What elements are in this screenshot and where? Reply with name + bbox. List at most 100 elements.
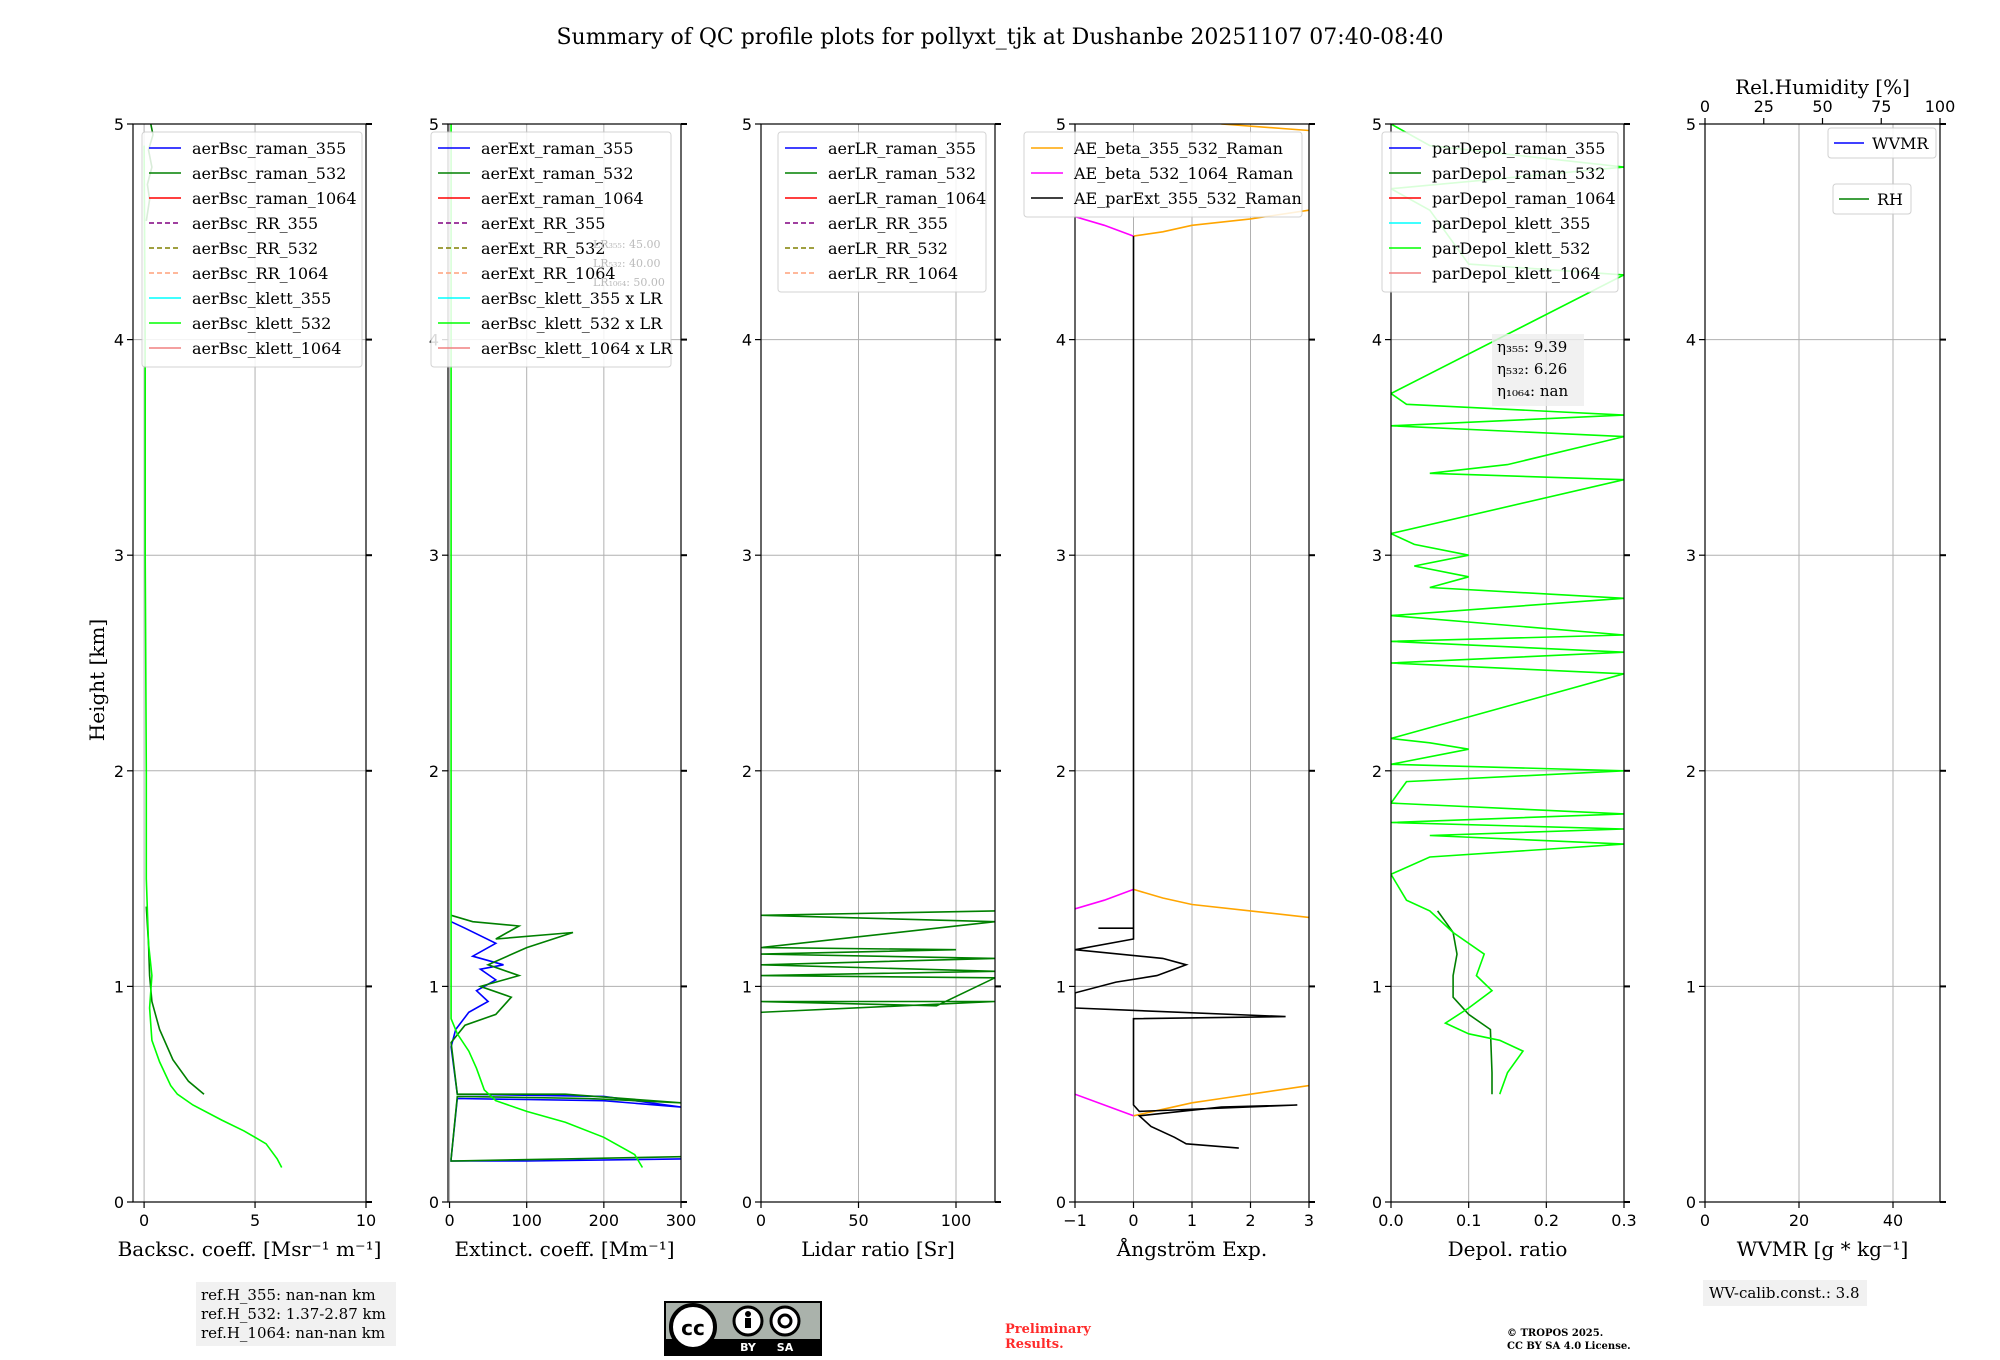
legend-label-bsc-1: aerBsc_raman_532 (192, 164, 346, 183)
legend-box-wv-0 (1827, 127, 1937, 159)
legend-dep: parDepol_raman_355 parDepol_raman_532 parD… (1381, 131, 1619, 293)
legend-label-lr-2: aerLR_raman_1064 (828, 189, 986, 208)
ref-note-532: ref.H_532: 1.37-2.87 km (201, 1305, 386, 1323)
legend-label-ext-3: aerExt_RR_355 (481, 214, 605, 233)
y-tick-label-lr-0: 0 (742, 1193, 752, 1212)
x-tick-label-ae-3: 2 (1245, 1211, 1255, 1230)
legend-ae: AE_beta_355_532_Raman AE_beta_532_1064_Ra… (1023, 131, 1303, 218)
axes-frame-lr (760, 123, 996, 1203)
y-tick-label-ext-2: 2 (429, 762, 439, 781)
legend-bsc: aerBsc_raman_355 aerBsc_raman_532 aerBsc_r… (141, 131, 363, 368)
legend-label-lr-1: aerLR_raman_532 (828, 164, 976, 183)
y-tick-label-ae-1: 1 (1056, 977, 1066, 996)
legend-label-bsc-0: aerBsc_raman_355 (192, 139, 346, 158)
legend-label-ext-6: aerBsc_klett_355 x LR (481, 289, 663, 308)
panel-ext: 0123450100200300Extinct. coeff. [Mm⁻¹]ae… (429, 115, 696, 1261)
legend-label-lr-0: aerLR_raman_355 (828, 139, 976, 158)
x-tick-label-wv-1: 20 (1789, 1211, 1809, 1230)
x-tick-label-lr-0: 0 (756, 1211, 766, 1230)
legend-label-lr-5: aerLR_RR_1064 (828, 264, 958, 283)
x-tick-label-bsc-2: 10 (356, 1211, 376, 1230)
y-tick-label-ae-5: 5 (1056, 115, 1066, 134)
x-axis-label-wv: WVMR [g * kg⁻¹] (1737, 1237, 1909, 1261)
copyright-line-2: CC BY SA 4.0 License. (1507, 1341, 1631, 1352)
x-axis-label-ae: Ångström Exp. (1116, 1236, 1267, 1261)
axes-frame-bsc (132, 123, 367, 1203)
legend-label-bsc-7: aerBsc_klett_532 (192, 314, 331, 333)
x-axis-label-lr: Lidar ratio [Sr] (801, 1237, 955, 1261)
top-tick-label-0: 0 (1700, 97, 1710, 116)
sa-share-icon (769, 1305, 801, 1337)
preliminary-label-2: Results. (1005, 1337, 1064, 1352)
y-tick-label-wv-0: 0 (1686, 1193, 1696, 1212)
y-tick-label-ext-5: 5 (429, 115, 439, 134)
legend-label-wv-0: WVMR (1872, 134, 1929, 153)
y-tick-label-ext-3: 3 (429, 546, 439, 565)
legend-label-ae-0: AE_beta_355_532_Raman (1073, 139, 1283, 158)
legend-box-wv-1 (1832, 183, 1912, 215)
y-tick-label-ae-4: 4 (1056, 331, 1066, 350)
by-person-head (745, 1311, 751, 1317)
y-tick-label-dep-2: 2 (1372, 762, 1382, 781)
ref-height-notes: ref.H_355: nan-nan km ref.H_532: 1.37-2.… (196, 1282, 396, 1346)
panel-dep: 0 1 2 3 4 5 0.0 0.1 0.2 0.3 Depol. ratio parDepol_r… (1372, 115, 1637, 1261)
y-tick-label-lr-1: 1 (742, 977, 752, 996)
y-tick-label-dep-1: 1 (1372, 977, 1382, 996)
y-tick-label-lr-2: 2 (742, 762, 752, 781)
x-tick-label-ae-4: 3 (1304, 1211, 1314, 1230)
y-tick-label-wv-1: 1 (1686, 977, 1696, 996)
sa-share-arrow (777, 1313, 793, 1329)
legend-label-lr-4: aerLR_RR_532 (828, 239, 948, 258)
y-tick-label-bsc-2: 2 (114, 762, 124, 781)
x-axis-label-dep: Depol. ratio (1448, 1237, 1568, 1261)
legend-ext: aerExt_raman_355 aerExt_raman_532 aerExt_r… (430, 131, 673, 368)
y-tick-label-bsc-1: 1 (114, 977, 124, 996)
legend-box-ext (430, 131, 672, 368)
y-axis-label: Height [km] (85, 619, 109, 741)
x-tick-label-dep-2: 0.2 (1534, 1211, 1559, 1230)
wv-calib-text: WV-calib.const.: 3.8 (1709, 1284, 1860, 1302)
y-tick-label-bsc-3: 3 (114, 546, 124, 565)
series-ae-6 (1075, 215, 1134, 237)
series-ae-4 (1075, 1093, 1134, 1117)
y-tick-label-bsc-0: 0 (114, 1193, 124, 1212)
series-ae-5 (1075, 888, 1134, 910)
legend-wv-1: RH (1832, 183, 1912, 215)
y-tick-label-wv-4: 4 (1686, 331, 1696, 350)
y-tick-label-ae-2: 2 (1056, 762, 1066, 781)
y-tick-label-dep-5: 5 (1372, 115, 1382, 134)
x-axis-label-bsc: Backsc. coeff. [Msr⁻¹ m⁻¹] (118, 1237, 382, 1261)
series-bsc-0 (145, 906, 205, 1095)
lr-note-0: LR₃₅₅: 45.00 (593, 238, 661, 251)
x-tick-label-lr-2: 100 (941, 1211, 972, 1230)
wv-calib-note: WV-calib.const.: 3.8 (1703, 1280, 1867, 1306)
x-tick-label-dep-3: 0.3 (1611, 1211, 1636, 1230)
by-person-body (745, 1318, 751, 1328)
legend-box-lr (777, 131, 987, 293)
legend-label-bsc-5: aerBsc_RR_1064 (192, 264, 328, 283)
wv-calib-box (1703, 1280, 1867, 1306)
eta-note-0: η₃₅₅: 9.39 (1497, 338, 1567, 356)
copyright-line-1: © TROPOS 2025. (1507, 1328, 1603, 1339)
legend-box-ae (1023, 131, 1303, 218)
legend-box-bsc (141, 131, 363, 368)
y-tick-label-wv-3: 3 (1686, 546, 1696, 565)
legend-label-dep-3: parDepol_klett_355 (1432, 214, 1590, 233)
legend-lr: aerLR_raman_355 aerLR_raman_532 aerLR_rama… (777, 131, 987, 293)
legend-wv-0: WVMR (1827, 127, 1937, 159)
series-dep-1 (1391, 124, 1624, 1095)
x-tick-label-wv-0: 0 (1700, 1211, 1710, 1230)
legend-label-ext-5: aerExt_RR_1064 (481, 264, 616, 283)
legend-label-ext-4: aerExt_RR_532 (481, 239, 605, 258)
ref-note-1064: ref.H_1064: nan-nan km (201, 1324, 385, 1342)
top-axis-label: Rel.Humidity [%] (1735, 75, 1910, 99)
legend-label-bsc-4: aerBsc_RR_532 (192, 239, 318, 258)
series-bsc-1 (143, 145, 283, 1168)
panel-bsc: 0 1 2 3 4 5 0 5 10 Backsc. coeff. [Msr⁻¹ m⁻¹] aerB… (114, 115, 382, 1261)
eta-note-2: η₁₀₆₄: nan (1497, 382, 1568, 400)
